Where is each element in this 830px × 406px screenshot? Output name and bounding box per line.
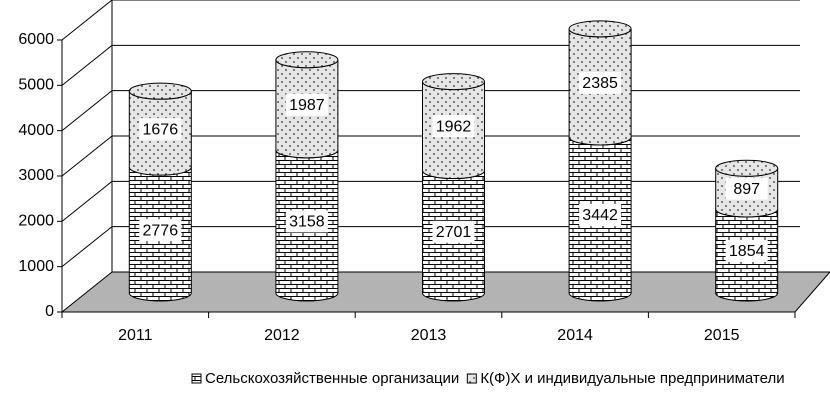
cylinder-top (715, 159, 779, 177)
data-label: 897 (733, 181, 760, 198)
x-tick-label: 2013 (411, 327, 447, 344)
data-label: 3442 (582, 207, 618, 224)
data-label: 1676 (143, 121, 179, 138)
x-tick-label: 2012 (264, 327, 300, 344)
legend-label: Сельскохозяйственные организации (205, 370, 459, 387)
data-label: 3158 (289, 214, 325, 231)
legend-swatch (191, 373, 202, 384)
label-box (579, 71, 622, 94)
cylinder-top (568, 20, 632, 38)
legend-label: К(Ф)Х и индивидуальные предприниматели (480, 370, 784, 387)
label-box (139, 219, 182, 242)
y-tick-label: 3000 (18, 167, 54, 184)
grid-line (61, 44, 113, 86)
y-tick-label: 4000 (18, 122, 54, 139)
label-box (579, 203, 622, 226)
grid-line (61, 180, 113, 222)
y-tick-label: 1000 (18, 258, 54, 275)
data-label: 1987 (289, 97, 325, 114)
grid-line (61, 226, 113, 268)
label-box (285, 93, 328, 116)
label-box (139, 118, 182, 141)
grid-line (61, 135, 113, 177)
x-tick-label: 2014 (557, 327, 593, 344)
x-tick-label: 2011 (118, 327, 153, 344)
label-box (432, 115, 475, 138)
label-box (725, 177, 768, 200)
legend: Сельскохозяйственные организации К(Ф)Х и … (191, 370, 785, 387)
data-label: 1962 (436, 118, 472, 135)
y-tick-label: 0 (45, 303, 54, 320)
label-box (432, 220, 475, 243)
cylinder-top (422, 73, 485, 91)
x-tick-label: 2015 (704, 327, 740, 344)
cylinder-top (128, 82, 192, 100)
y-tick-label: 6000 (18, 31, 54, 48)
label-box (725, 239, 768, 262)
grid-line (61, 0, 113, 41)
grid-line (61, 90, 113, 132)
cylinder-top (275, 51, 339, 69)
data-label: 2701 (436, 224, 472, 241)
legend-swatch (466, 373, 477, 384)
data-label: 2385 (582, 75, 618, 92)
label-box (285, 210, 328, 233)
y-tick-label: 5000 (18, 77, 54, 94)
y-tick-label: 2000 (18, 213, 54, 230)
data-label: 1854 (729, 243, 765, 260)
data-label: 2776 (143, 222, 179, 239)
